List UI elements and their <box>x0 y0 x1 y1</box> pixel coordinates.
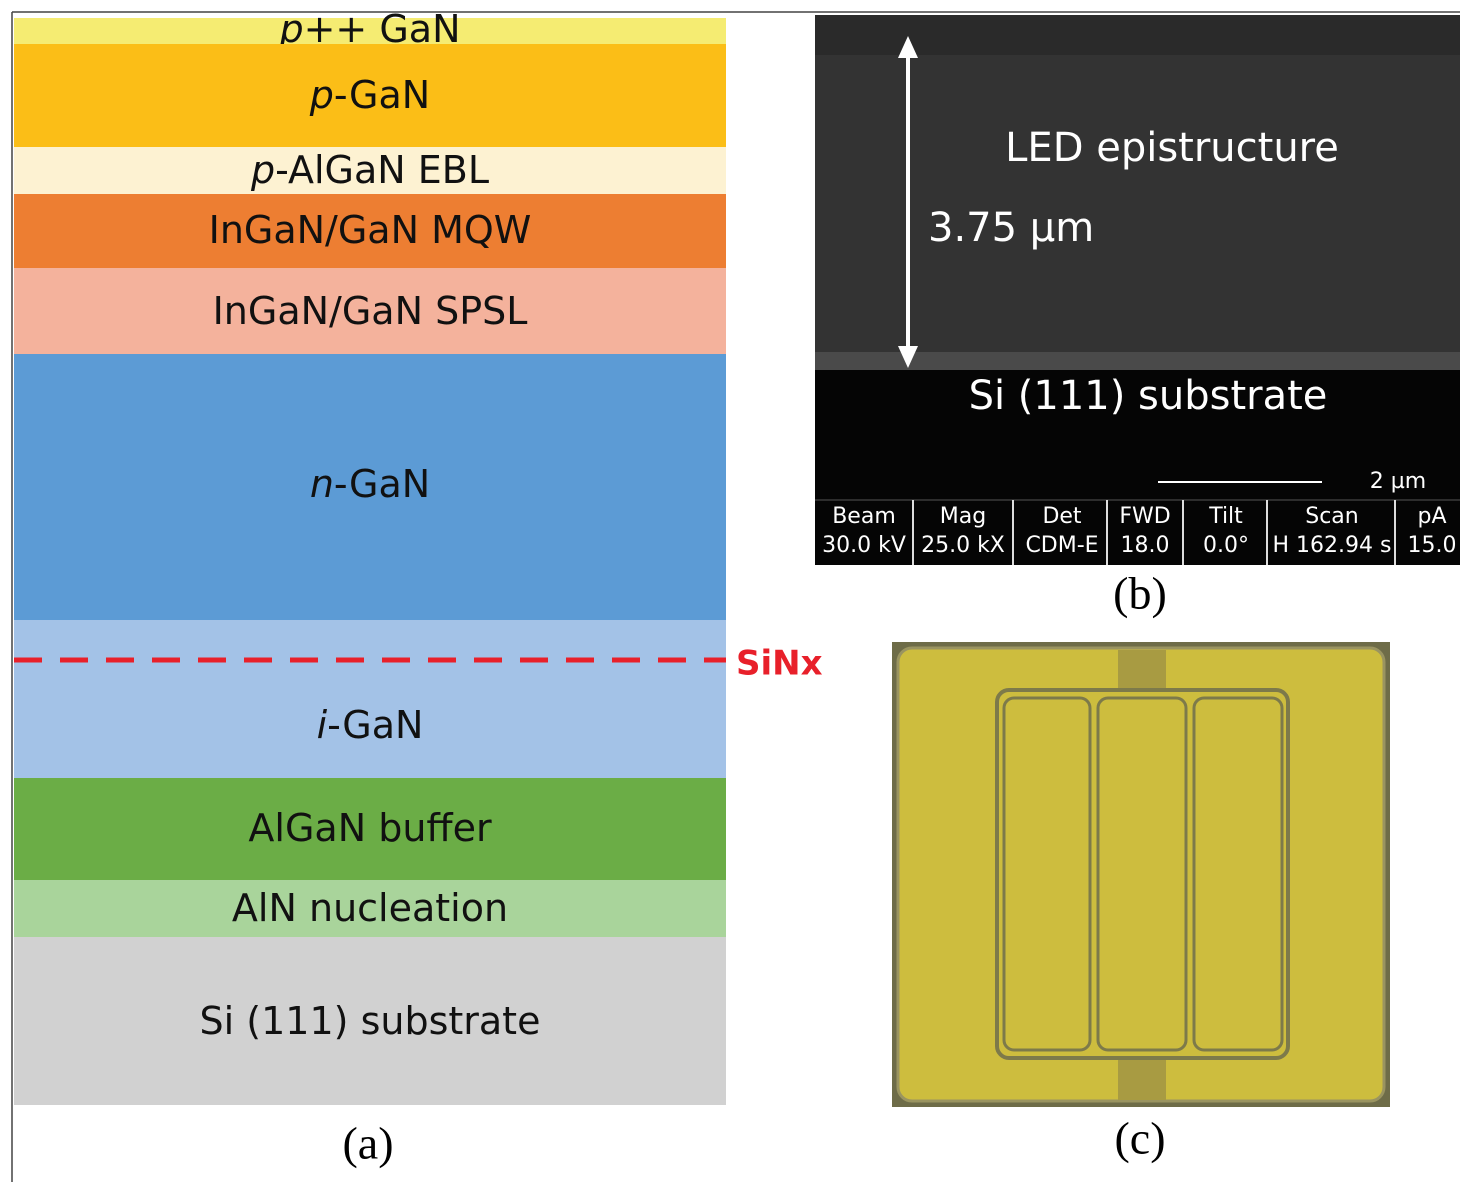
layer-label: p-GaN <box>309 73 430 117</box>
layer-label: n-GaN <box>310 462 430 506</box>
label-text: -AlGaN EBL <box>275 148 489 192</box>
layer-label: InGaN/GaN SPSL <box>213 289 528 333</box>
info-name: Tilt <box>1208 504 1243 529</box>
figure: p++ GaNp-GaNp-AlGaN EBLInGaN/GaN MQWInGa… <box>0 0 1460 1182</box>
italic-prefix: i <box>317 703 328 747</box>
info-name: Scan <box>1305 504 1359 529</box>
label-text: ++ GaN <box>304 7 461 51</box>
caption: (a) <box>342 1118 393 1169</box>
info-name: Beam <box>832 504 896 529</box>
italic-prefix: p <box>309 73 334 117</box>
layer-label: AlGaN buffer <box>248 806 492 850</box>
label-text: -GaN <box>327 703 423 747</box>
label-text: AlGaN buffer <box>248 806 492 850</box>
layer-label: p-AlGaN EBL <box>250 148 489 192</box>
label-text: -GaN <box>334 462 430 506</box>
finger <box>1004 698 1090 1050</box>
italic-prefix: n <box>310 462 334 506</box>
label: Si (111) substrate <box>969 373 1328 419</box>
finger <box>1194 698 1282 1050</box>
info-name: pA <box>1417 504 1446 529</box>
label-text: -GaN <box>334 73 430 117</box>
scale-label: 2 µm <box>1370 469 1426 494</box>
info-name: FWD <box>1119 504 1170 529</box>
layer-label: i-GaN <box>317 703 424 747</box>
info-name: Mag <box>940 504 986 529</box>
italic-prefix: p <box>278 7 303 51</box>
panel-c: (c) <box>892 642 1390 1164</box>
layer-label: InGaN/GaN MQW <box>209 208 532 252</box>
contact <box>1118 650 1166 690</box>
sem-epi <box>815 15 1460 370</box>
layer-label: Si (111) substrate <box>200 999 541 1043</box>
info-value: 25.0 kX <box>921 533 1005 558</box>
label-text: Si (111) substrate <box>200 999 541 1043</box>
label: LED epistructure <box>1005 125 1339 171</box>
layer-label: AlN nucleation <box>232 886 508 930</box>
label-text: AlN nucleation <box>232 886 508 930</box>
caption: (c) <box>1114 1113 1165 1164</box>
info-value: 30.0 kV <box>822 533 906 558</box>
info-value: CDM-E <box>1025 533 1098 558</box>
layer-label: p++ GaN <box>278 7 460 51</box>
label-text: InGaN/GaN MQW <box>209 208 532 252</box>
panel-b: LED epistructure 3.75 µm Si (111) substr… <box>815 15 1460 619</box>
caption: (b) <box>1113 568 1167 619</box>
italic-prefix: p <box>250 148 275 192</box>
info-value: 0.0° <box>1203 533 1249 558</box>
finger <box>1098 698 1186 1050</box>
info-value: 18.0 <box>1121 533 1170 558</box>
label-text: InGaN/GaN SPSL <box>213 289 528 333</box>
info-name: Det <box>1042 504 1081 529</box>
sinx-label: SiNx <box>736 644 823 684</box>
contact <box>1118 1058 1166 1100</box>
label: 3.75 µm <box>928 205 1094 251</box>
info-value: 15.0 <box>1408 533 1457 558</box>
info-value: H 162.94 s <box>1273 533 1392 558</box>
layer <box>14 620 726 778</box>
